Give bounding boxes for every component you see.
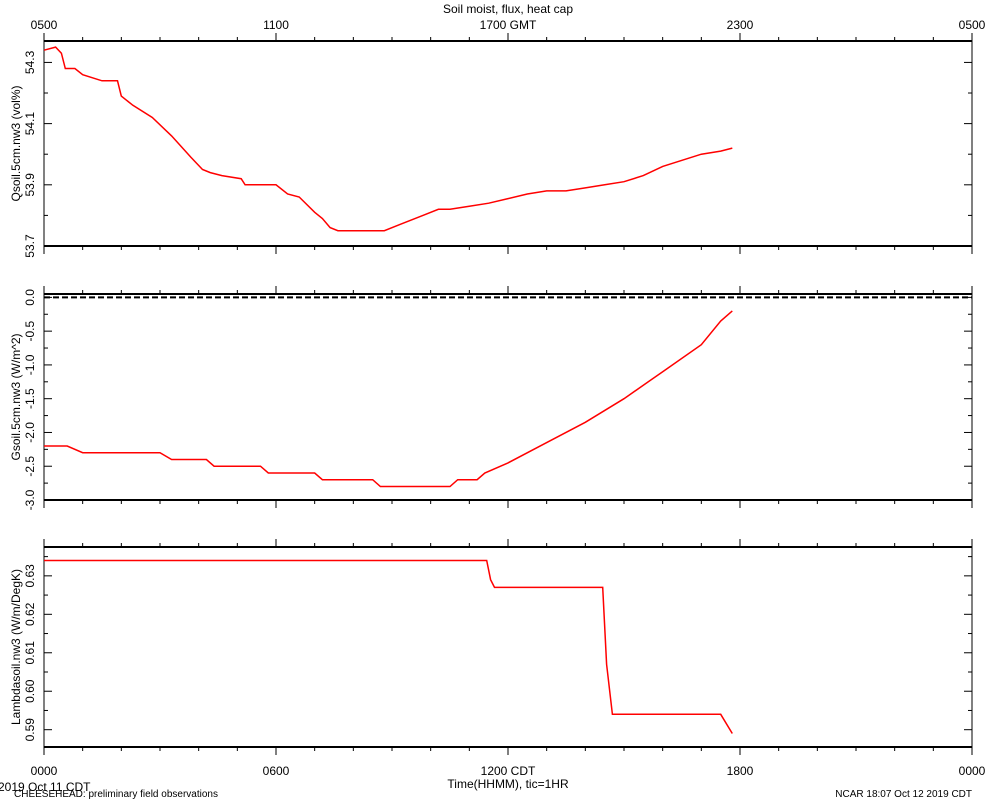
y-tick-label: 0.60 (23, 679, 37, 703)
y-tick-label: 53.7 (23, 234, 37, 258)
panel-2: -3.0 -2.5 -2.0 -1.5 -1.0 -0.5 0.0 Gsoil.5cm.nw3… (9, 286, 973, 510)
chart-title: Soil moist, flux, heat cap (443, 2, 573, 16)
plot-frame (43, 546, 973, 748)
y-tick-label: 0.0 (23, 289, 37, 306)
top-tick-label: 2300 (727, 18, 754, 32)
y-tick-label: -2.5 (23, 456, 37, 477)
plot-frame (43, 40, 973, 247)
top-tick-label: 0500 (31, 18, 58, 32)
y-tick-label: -2.0 (23, 422, 37, 443)
y-axis-label: Qsoil.5cm.nw3 (vol%) (9, 85, 23, 201)
top-tick-label: 0500 (959, 18, 986, 32)
bottom-tick-label: 0000 (31, 764, 58, 778)
series-line (44, 310, 733, 488)
bottom-tick-label: 0000 (959, 764, 986, 778)
y-tick-label: 54.1 (23, 112, 37, 136)
footer-timestamp: NCAR 18:07 Oct 12 2019 CDT (835, 789, 972, 800)
y-tick-label: 53.9 (23, 173, 37, 197)
bottom-tick-label: 1800 (727, 764, 754, 778)
series-line (43, 46, 733, 232)
date-label: 2019 Oct 11 CDT (0, 780, 91, 794)
footer-note: CHEESEHEAD: preliminary field observatio… (14, 789, 218, 800)
y-tick-label: 0.62 (23, 602, 37, 626)
y-tick-label: -1.0 (23, 354, 37, 375)
y-axis-label: Lambdasoil.nw3 (W/m/DegK) (9, 569, 23, 725)
y-tick-label: 54.3 (23, 50, 37, 74)
top-tick-label: 1700 GMT (480, 18, 537, 32)
x-axis-label: Time(HHMM), tic=1HR (447, 777, 569, 791)
y-tick-label: 0.61 (23, 641, 37, 665)
y-tick-label: 0.63 (23, 564, 37, 588)
top-tick-label: 1100 (263, 18, 289, 32)
series-line (44, 559, 733, 734)
y-tick-label: -1.5 (23, 388, 37, 409)
y-tick-label: -0.5 (23, 320, 37, 341)
y-tick-label: -3.0 (23, 489, 37, 510)
y-axis-label: Gsoil.5cm.nw3 (W/m^2) (9, 334, 23, 461)
bottom-tick-label: 0600 (263, 764, 290, 778)
plot-frame (43, 293, 973, 501)
bottom-tick-label: 1200 CDT (481, 764, 536, 778)
y-tick-label: 0.59 (23, 718, 37, 742)
